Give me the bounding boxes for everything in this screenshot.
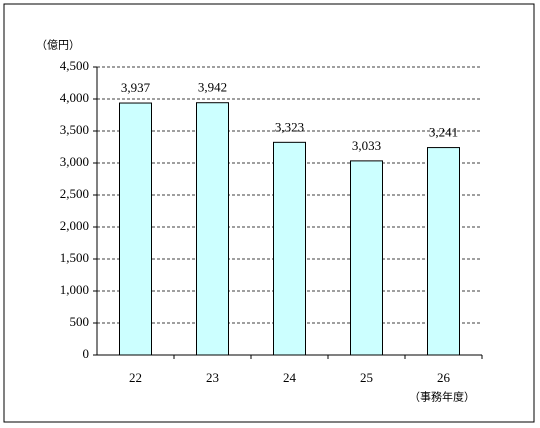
x-tick-label: 26 [437, 370, 451, 385]
bar [350, 160, 383, 356]
y-tick-label: 500 [70, 314, 90, 329]
x-tick-label: 23 [206, 370, 219, 385]
bar [273, 141, 306, 356]
value-label: 3,033 [352, 138, 381, 153]
y-unit: （億円） [36, 39, 80, 52]
value-label: 3,942 [198, 80, 227, 95]
y-tick-label: 4,000 [60, 90, 89, 105]
y-tick-label: 1,500 [60, 250, 89, 265]
y-tick-label: 4,500 [60, 58, 89, 73]
y-tick-label: 3,000 [60, 154, 89, 169]
value-label: 3,241 [429, 125, 458, 140]
bar [427, 147, 460, 356]
x-tick-label: 24 [283, 370, 297, 385]
value-label: 3,937 [121, 80, 151, 95]
bar [119, 102, 152, 356]
value-label: 3,323 [275, 119, 304, 134]
x-tick-label: 25 [360, 370, 373, 385]
y-tick-label: 2,500 [60, 186, 89, 201]
bar [196, 102, 229, 356]
x-tick-label: 22 [129, 370, 142, 385]
y-tick-label: 0 [83, 346, 90, 361]
y-tick-label: 2,000 [60, 218, 89, 233]
y-tick-label: 1,000 [60, 282, 89, 297]
x-unit: （事務年度） [409, 390, 475, 404]
y-tick-label: 3,500 [60, 122, 89, 137]
